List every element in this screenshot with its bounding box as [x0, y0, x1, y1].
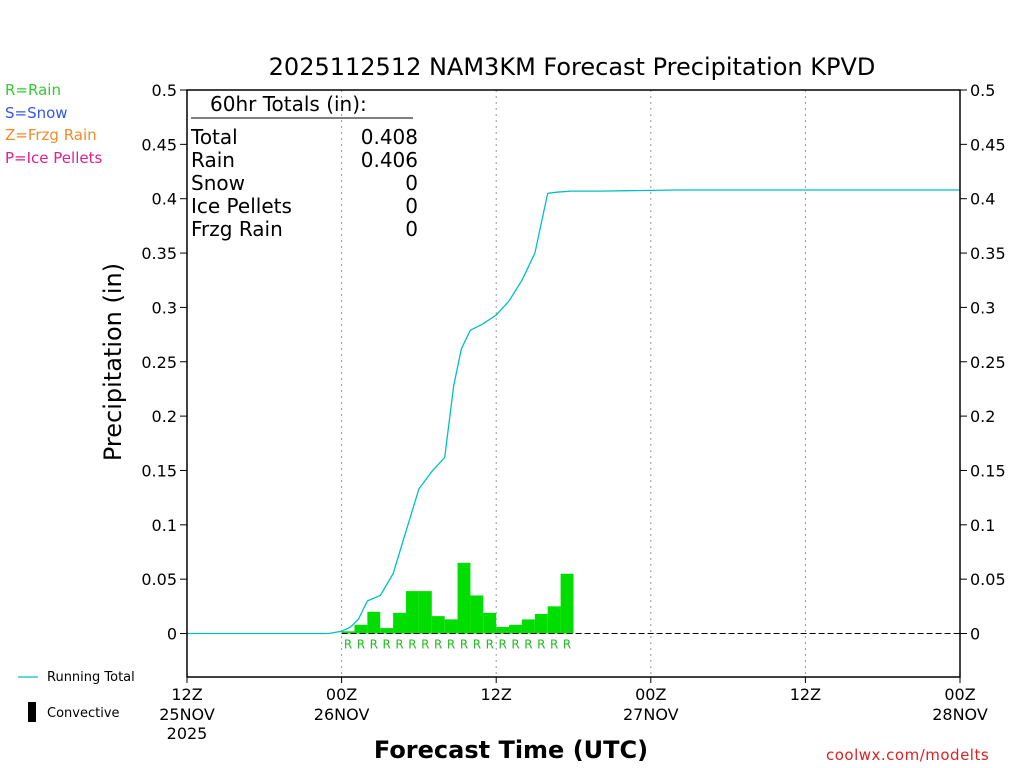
y-tick-label-left: 0 [167, 625, 177, 644]
ptype-marker: R [537, 638, 545, 652]
y-tick-label-right: 0.5 [970, 81, 995, 100]
x-tick-date-label: 28NOV [932, 705, 988, 724]
ptype-legend-rain: R=Rain [5, 81, 61, 99]
totals-row-label: Ice Pellets [191, 194, 292, 218]
x-tick-label: 00Z [944, 685, 975, 704]
y-tick-label-right: 0.2 [970, 407, 995, 426]
x-tick-label: 12Z [790, 685, 821, 704]
precip-bar [534, 613, 548, 634]
ptype-marker: R [486, 638, 494, 652]
ptype-marker: R [498, 638, 506, 652]
y-tick-label-right: 0.15 [970, 461, 1006, 480]
plot-frame [186, 89, 961, 678]
convective-legend-swatch [28, 702, 36, 722]
chart-title: 2025112512 NAM3KM Forecast Precipitation… [269, 53, 876, 81]
y-tick-label-left: 0.4 [152, 190, 177, 209]
ptype-marker: R [408, 638, 416, 652]
y-tick-label-right: 0.25 [970, 353, 1006, 372]
precip-bar [406, 591, 419, 634]
totals-row-label: Total [190, 125, 238, 149]
precip-bar [470, 595, 484, 634]
y-tick-label-left: 0.1 [152, 516, 177, 535]
ptype-marker: R [447, 638, 455, 652]
y-axis-title: Precipitation (in) [99, 263, 127, 461]
y-tick-label-left: 0.25 [141, 353, 177, 372]
precip-bar [444, 619, 458, 634]
y-tick-label-right: 0.1 [970, 516, 995, 535]
totals-row-label: Snow [191, 171, 245, 195]
ptype-legend-frzg-rain: Z=Frzg Rain [5, 126, 97, 144]
precip-bar [483, 612, 497, 634]
precip-bar [547, 606, 561, 634]
x-axis-title: Forecast Time (UTC) [374, 736, 648, 764]
x-tick-label: 00Z [635, 685, 666, 704]
totals-row-value: 0.408 [361, 125, 418, 149]
x-tick-date-label: 27NOV [623, 705, 679, 724]
x-tick-label: 00Z [326, 685, 357, 704]
totals-row-value: 0 [405, 217, 418, 241]
ptype-marker: R [563, 638, 571, 652]
totals-row-label: Rain [191, 148, 235, 172]
x-tick-label: 12Z [481, 685, 512, 704]
y-tick-label-right: 0.45 [970, 135, 1006, 154]
totals-row-value: 0 [405, 171, 418, 195]
precip-bar [457, 562, 471, 634]
y-tick-label-right: 0.3 [970, 298, 995, 317]
y-tick-label-left: 0.15 [141, 461, 177, 480]
precip-bar [496, 626, 510, 634]
running-total-legend-label: Running Total [47, 670, 135, 685]
y-tick-label-right: 0.4 [970, 190, 995, 209]
running-total-line [187, 189, 960, 635]
y-tick-label-left: 0.2 [152, 407, 177, 426]
ptype-marker: R [511, 638, 519, 652]
y-tick-label-left: 0.05 [141, 570, 177, 589]
y-tick-label-right: 0 [970, 625, 980, 644]
ptype-marker: R [550, 638, 558, 652]
precip-bar [431, 616, 445, 634]
ptype-marker: R [395, 638, 403, 652]
y-tick-label-left: 0.3 [152, 298, 177, 317]
y-tick-label-left: 0.45 [141, 135, 177, 154]
precip-bar [393, 612, 407, 634]
y-tick-label-left: 0.35 [141, 244, 177, 263]
precip-bar [341, 631, 355, 634]
totals-row-label: Frzg Rain [191, 217, 283, 241]
x-tick-date-label: 26NOV [314, 705, 370, 724]
ptype-legend-ice-pellets: P=Ice Pellets [5, 149, 103, 167]
ptype-marker: R [421, 638, 429, 652]
ptype-marker: R [344, 638, 352, 652]
precip-bar [521, 619, 535, 634]
convective-legend-label: Convective [47, 706, 120, 721]
precip-bar [560, 573, 574, 634]
ptype-marker: R [383, 638, 391, 652]
ptype-marker: R [460, 638, 468, 652]
precip-bar [418, 591, 432, 634]
totals-row-value: 0 [405, 194, 418, 218]
totals-row-value: 0.406 [361, 148, 418, 172]
x-tick-year-label: 2025 [167, 724, 208, 743]
watermark: coolwx.com/modelts [826, 746, 990, 764]
precip-bar [367, 611, 381, 634]
x-tick-label: 12Z [171, 685, 202, 704]
y-tick-label-left: 0.5 [152, 81, 177, 100]
precip-bar [509, 624, 522, 634]
ptype-legend-snow: S=Snow [5, 104, 68, 122]
ptype-marker: R [357, 638, 365, 652]
ptype-marker: R [473, 638, 481, 652]
y-tick-label-right: 0.05 [970, 570, 1006, 589]
totals-heading: 60hr Totals (in): [210, 92, 367, 116]
x-tick-date-label: 25NOV [159, 705, 215, 724]
y-tick-label-right: 0.35 [970, 244, 1006, 263]
precip-bar [380, 628, 394, 634]
ptype-marker: R [434, 638, 442, 652]
ptype-marker: R [370, 638, 378, 652]
precip-bar [354, 624, 368, 634]
ptype-marker: R [524, 638, 532, 652]
